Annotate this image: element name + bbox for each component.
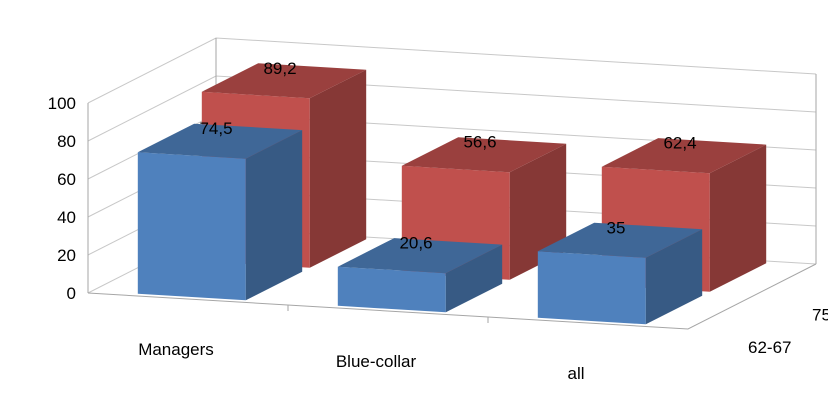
data-label: 20,6 [399,234,432,253]
y-tick-label: 80 [57,132,76,151]
bar-top-face [137,123,303,159]
bar-top-face [201,63,367,99]
bar-side-face [445,244,503,313]
y-tick-label: 40 [57,208,76,227]
series-label: 75-80 [812,305,828,324]
bar-top-face [537,222,703,258]
bar [337,238,503,313]
category-label: Managers [138,340,214,359]
bar-side-face [709,144,767,292]
gridline [87,37,817,104]
bar-side-face [309,69,367,268]
bar-top-face [601,138,767,174]
y-axis-ticks: 0 20 40 60 80 100 [48,94,76,303]
y-tick-label: 100 [48,94,76,113]
data-label: 56,6 [463,133,496,152]
category-label: all [567,364,584,383]
bar-top-face [401,137,567,173]
data-label: 74,5 [199,119,232,138]
bar-top-face [337,238,503,274]
bar-front-face [137,152,246,301]
bar-front-face [337,266,446,313]
data-label: 35 [607,218,626,237]
y-tick-label: 60 [57,170,76,189]
series-label: 62-67 [748,338,791,357]
bar [537,222,703,325]
y-tick-label: 20 [57,246,76,265]
category-label: Blue-collar [336,352,417,371]
y-tick-label: 0 [67,284,76,303]
data-label: 62,4 [663,134,696,153]
data-label: 89,2 [263,59,296,78]
bar-side-face [645,229,703,325]
category-labels: Managers Blue-collar all [138,340,584,383]
data-labels: 89,2 56,6 62,4 74,5 20,6 35 [199,59,696,253]
bar [137,123,303,301]
series-labels: 62-67 75-80 [748,305,828,357]
bar-front-face [537,251,646,325]
bar-side-face [245,130,303,301]
bars [137,63,767,325]
